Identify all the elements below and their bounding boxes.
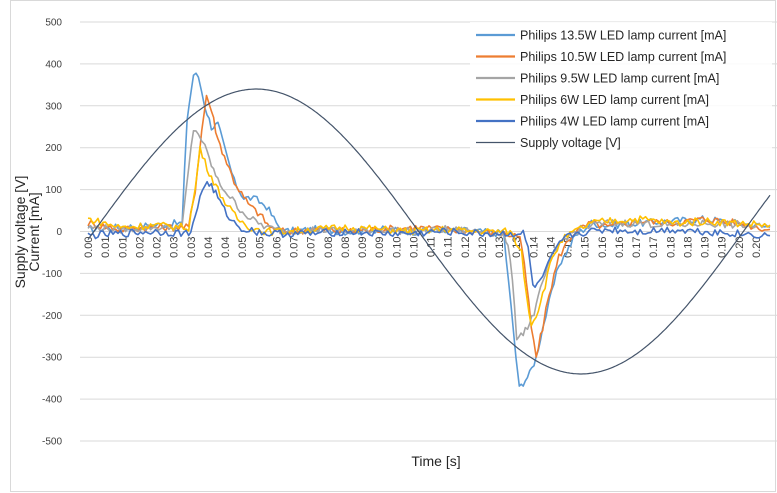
- x-tick-label: 0.01: [100, 237, 112, 258]
- legend-background: [470, 22, 772, 172]
- x-tick-label: 0.06: [271, 237, 283, 258]
- x-axis-tick-labels: 0.00 0.01 0.01 0.02 0.02 0.03 0.03 0.04 0.04 0.05…: [83, 237, 763, 258]
- x-tick-label: 0.13: [494, 237, 506, 258]
- legend-entry-label: Supply voltage [V]: [520, 136, 621, 150]
- x-tick-label: 0.19: [717, 237, 729, 258]
- y-tick-label: -300: [42, 353, 62, 364]
- x-tick-label: 0.11: [443, 237, 455, 258]
- y-tick-label: -200: [42, 311, 62, 322]
- y-tick-label: 400: [45, 59, 62, 70]
- series-line-supply-voltage: [87, 88, 771, 375]
- y-tick-label: 100: [45, 185, 62, 196]
- y-tick-label: 200: [45, 143, 62, 154]
- x-tick-label: 0.10: [408, 237, 420, 258]
- x-tick-label: 0.19: [700, 237, 712, 258]
- x-tick-label: 0.08: [340, 237, 352, 258]
- x-tick-label: 0.15: [580, 237, 592, 258]
- x-tick-label: 0.04: [220, 237, 232, 258]
- x-tick-label: 0.18: [665, 237, 677, 258]
- x-tick-label: 0.10: [391, 237, 403, 258]
- x-tick-label: 0.11: [426, 237, 438, 258]
- series-line: [87, 180, 771, 288]
- x-tick-label: 0.16: [597, 237, 609, 258]
- x-tick-label: 0.16: [614, 237, 626, 258]
- series-line: [87, 145, 771, 327]
- x-axis-title: Time [s]: [411, 453, 460, 469]
- x-tick-label: 0.07: [289, 237, 301, 258]
- x-tick-label: 0.14: [528, 237, 540, 258]
- legend-entry-label: Philips 9.5W LED lamp current [mA]: [520, 72, 719, 86]
- y-tick-label: -500: [42, 437, 62, 448]
- legend-entry-label: Philips 6W LED lamp current [mA]: [520, 93, 709, 107]
- y-tick-label: 500: [45, 18, 62, 29]
- x-tick-label: 0.05: [254, 237, 266, 258]
- y-tick-label: 0: [56, 227, 62, 238]
- x-tick-label: 0.18: [682, 237, 694, 258]
- y-axis-title-line-2: Current [mA]: [26, 192, 42, 271]
- y-tick-label: -100: [42, 269, 62, 280]
- x-tick-label: 0.20: [751, 237, 763, 258]
- series-line: [87, 130, 771, 341]
- y-axis-tick-labels: 500 400 300 200 100 0 -100 -200 -300 -400 -500: [42, 18, 62, 448]
- x-tick-label: 0.05: [237, 237, 249, 258]
- y-tick-label: -400: [42, 395, 62, 406]
- series-lines: [87, 72, 771, 387]
- legend-entry-label: Philips 10.5W LED lamp current [mA]: [520, 50, 726, 64]
- y-axis-title-line-1: Supply voltage [V]: [12, 176, 28, 289]
- x-tick-label: 0.03: [186, 237, 198, 258]
- x-tick-label: 0.03: [169, 237, 181, 258]
- x-tick-label: 0.08: [323, 237, 335, 258]
- x-tick-label: 0.01: [117, 237, 129, 258]
- x-tick-label: 0.09: [374, 237, 386, 258]
- legend-entry-label: Philips 13.5W LED lamp current [mA]: [520, 29, 726, 43]
- x-tick-label: 0.07: [306, 237, 318, 258]
- x-tick-label: 0.00: [83, 237, 95, 258]
- x-tick-label: 0.04: [203, 237, 215, 258]
- x-tick-label: 0.02: [134, 237, 146, 258]
- x-tick-label: 0.14: [545, 237, 557, 258]
- y-tick-label: 300: [45, 101, 62, 112]
- x-tick-label: 0.17: [631, 237, 643, 258]
- x-tick-label: 0.12: [477, 237, 489, 258]
- x-tick-label: 0.09: [357, 237, 369, 258]
- legend-entry-label: Philips 4W LED lamp current [mA]: [520, 115, 709, 129]
- x-tick-label: 0.20: [734, 237, 746, 258]
- legend: Philips 13.5W LED lamp current [mA] Phili…: [470, 22, 772, 172]
- x-tick-label: 0.17: [648, 237, 660, 258]
- x-tick-label: 0.02: [152, 237, 164, 258]
- x-tick-label: 0.12: [460, 237, 472, 258]
